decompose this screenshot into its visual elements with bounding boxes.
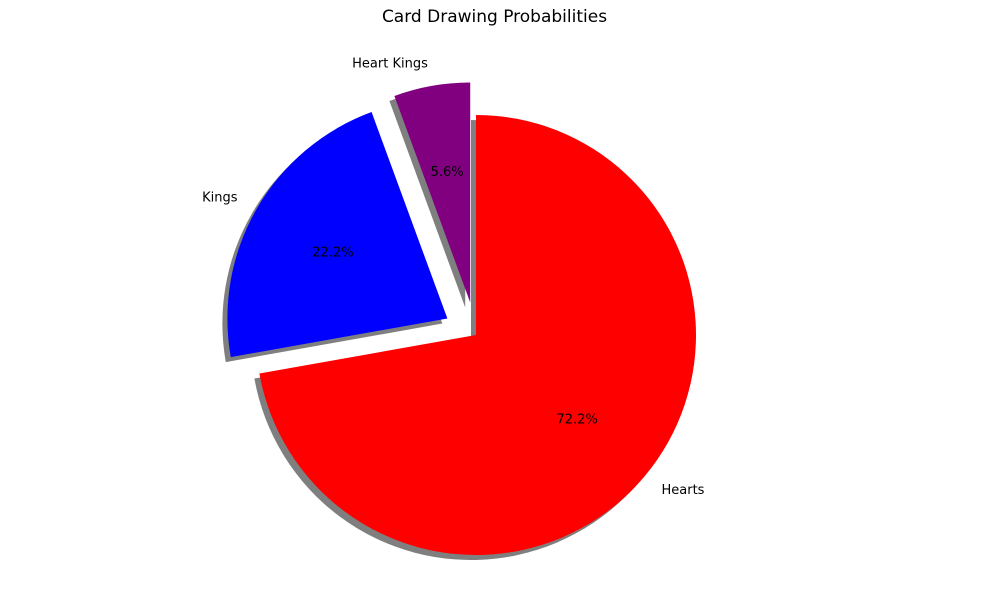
pie-slice-heart-kings xyxy=(394,82,471,303)
pie-slice-kings xyxy=(227,112,448,358)
slice-label-heart-kings: Heart Kings xyxy=(352,57,428,72)
pct-label-kings: 22.2% xyxy=(312,245,353,260)
pie-wedges xyxy=(227,82,696,555)
slice-label-hearts: Hearts xyxy=(661,483,704,498)
pie-slice-hearts xyxy=(259,115,696,555)
pct-label-hearts: 72.2% xyxy=(557,412,598,427)
pct-label-heart-kings: 5.6% xyxy=(431,165,464,180)
chart-title: Card Drawing Probabilities xyxy=(381,7,608,27)
pie-labels: 72.2% Hearts 22.2% Kings 5.6% Heart Kings xyxy=(202,57,705,498)
slice-label-kings: Kings xyxy=(202,190,238,205)
